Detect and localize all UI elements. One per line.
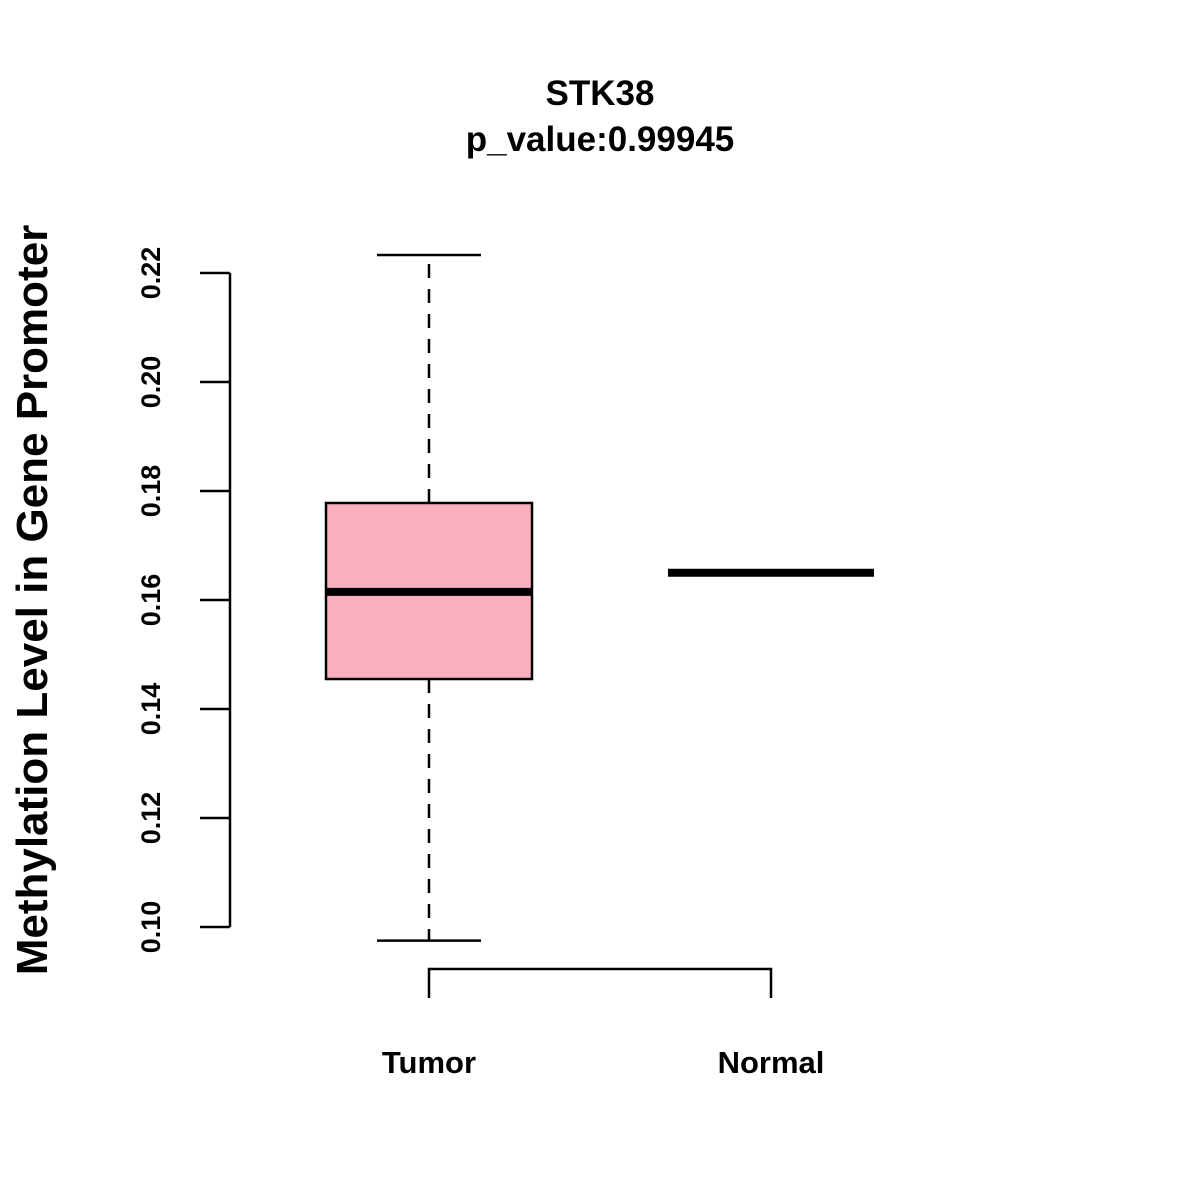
y-axis: 0.10 0.12 0.14 0.16 0.18 0.20 0.22	[136, 247, 232, 954]
y-tick-label: 0.14	[136, 683, 166, 736]
y-axis-label: Methylation Level in Gene Promoter	[8, 225, 57, 976]
chart-subtitle: p_value:0.99945	[466, 120, 735, 159]
x-axis-bracket	[427, 967, 773, 998]
boxes	[324, 253, 874, 942]
x-tick-label: Tumor	[382, 1045, 476, 1080]
chart-title: STK38	[546, 74, 655, 113]
x-group-bracket	[427, 967, 773, 998]
y-tick-label: 0.10	[136, 901, 166, 954]
x-tick-label: Normal	[718, 1045, 825, 1080]
y-tick-label: 0.16	[136, 574, 166, 627]
y-tick-label: 0.18	[136, 465, 166, 518]
y-tick-label: 0.20	[136, 356, 166, 409]
x-labels: Tumor Normal	[382, 1045, 824, 1080]
box-tumor	[324, 253, 534, 942]
y-tick-label: 0.12	[136, 792, 166, 845]
y-tick-label: 0.22	[136, 247, 166, 300]
